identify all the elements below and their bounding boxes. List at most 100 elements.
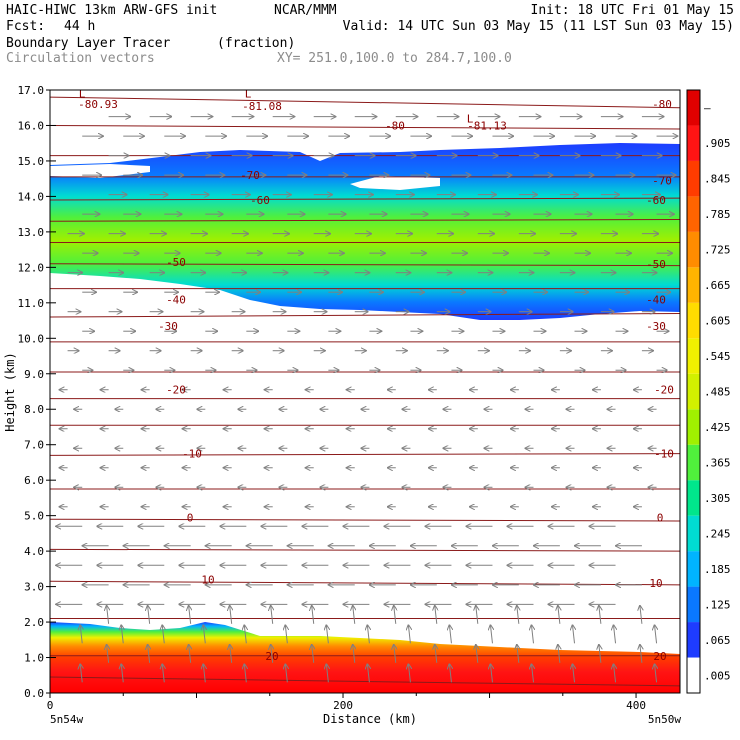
contour-label: -30 [158, 320, 178, 333]
y-tick-label: 7.0 [24, 439, 44, 452]
low-pressure-marker: L [245, 88, 252, 101]
circulation-vector [640, 645, 642, 663]
colorbar-frame [686, 89, 701, 694]
contour-labels: -80.93 -81.08 -81.13 -80 -80 -70 -70 -60 -60 -50 -… [78, 88, 674, 663]
circulation-vector [573, 625, 575, 644]
vectors-label: Circulation vectors [6, 51, 155, 66]
low-pressure-marker: L [467, 112, 474, 125]
circulation-vector [162, 664, 164, 683]
circulation-vector [394, 606, 396, 624]
circulation-vector [107, 606, 109, 624]
colorbar-swatch [687, 196, 700, 232]
circulation-vector [476, 606, 478, 624]
field-name: Boundary Layer Tracer [6, 36, 171, 51]
y-tick-label: 5.0 [24, 510, 44, 523]
plot-content: -80.93 -81.08 -81.13 -80 -80 -70 -70 -60 -60 -50 -… [50, 88, 680, 693]
contour-label: -70 [652, 174, 672, 187]
colorbar-swatch [687, 444, 700, 481]
circulation-vector [203, 664, 205, 683]
colorbar-swatch [687, 160, 700, 197]
circulation-vector [490, 664, 492, 683]
colorbar-label: .725 [704, 244, 731, 257]
isotherm-line [50, 218, 680, 222]
circulation-vector [285, 625, 287, 644]
circulation-vector [148, 645, 150, 663]
contour-label: -80 [385, 119, 405, 132]
circulation-vectors [56, 117, 677, 683]
contour-label: -10 [654, 448, 674, 461]
contour-label: 0 [187, 511, 194, 524]
colorbar-label: .005 [704, 669, 731, 682]
circulation-vector [244, 625, 246, 644]
circulation-vector [599, 606, 601, 624]
circulation-vector [614, 625, 616, 644]
contour-label: -80.93 [78, 98, 118, 111]
colorbar-swatch [687, 515, 700, 552]
circulation-vector [203, 625, 205, 644]
circulation-vector [531, 664, 533, 683]
colorbar-label: .305 [704, 492, 731, 505]
colorbar-label: .545 [704, 350, 731, 363]
contour-label: -70 [240, 169, 260, 182]
colorbar-swatch [687, 231, 700, 268]
circulation-vector [640, 606, 642, 624]
isotherm-line [50, 312, 680, 318]
valid-time: Valid: 14 UTC Sun 03 May 15 (11 LST Sun … [343, 19, 734, 34]
x-tick-label: 200 [333, 699, 353, 712]
contour-label: 10 [201, 573, 214, 586]
isotherm-line [50, 548, 680, 552]
circulation-vector [312, 606, 314, 624]
y-tick-label: 2.0 [24, 616, 44, 629]
y-tick-label: 11.0 [18, 297, 45, 310]
isotherm-line [50, 96, 680, 109]
colorbar-swatch [687, 480, 700, 516]
circulation-vector [367, 625, 369, 644]
circulation-vector [655, 625, 657, 644]
circulation-vector [517, 645, 519, 663]
circulation-vector [614, 664, 616, 683]
y-axis: 0.0 1.0 2.0 3.0 4.0 5.0 6.0 7.0 8.0 9.0 10.0 11.0 12… [18, 84, 56, 700]
colorbar-label: .185 [704, 563, 731, 576]
cross-section-coords: XY= 251.0,100.0 to 284.7,100.0 [277, 51, 512, 66]
isotherm-line [50, 453, 680, 456]
contour-label: -30 [646, 320, 666, 333]
colorbar-swatch [687, 90, 700, 126]
colorbar-label: .125 [704, 598, 731, 611]
colorbar-label: .365 [704, 456, 731, 469]
circulation-vector [285, 664, 287, 683]
contour-label: -20 [166, 384, 186, 397]
colorbar-swatch [687, 338, 700, 374]
contour-label: -40 [646, 293, 666, 306]
contour-label: -60 [646, 194, 666, 207]
colorbar-swatch [687, 125, 700, 161]
circulation-vector [162, 625, 164, 644]
y-tick-label: 12.0 [18, 261, 45, 274]
colorbar-label: .485 [704, 386, 731, 399]
isotherm-line [50, 518, 680, 522]
contour-label: -81.13 [467, 119, 507, 132]
contour-label: 0 [657, 511, 664, 524]
circulation-vector [121, 664, 123, 683]
isotherm-line [50, 263, 680, 267]
circulation-vector [367, 664, 369, 683]
circulation-vector [599, 645, 601, 663]
colorbar-label: .425 [704, 421, 731, 434]
x-start-location: 5n54w [50, 713, 83, 726]
colorbar-label: .605 [704, 315, 731, 328]
circulation-vector [476, 645, 478, 663]
circulation-vector [121, 625, 123, 644]
isotherm-line [50, 124, 680, 130]
org-label: NCAR/MMM [274, 3, 337, 18]
circulation-vector [271, 645, 273, 663]
init-time: Init: 18 UTC Fri 01 May 15 [531, 3, 735, 18]
colorbar: .005 .065 .125 .185 .245 .305 .365 .425 .485 .545… [686, 89, 731, 694]
contour-label: 10 [649, 577, 662, 590]
boundary-layer-tracer [50, 622, 680, 693]
circulation-vector [326, 664, 328, 683]
upper-tracer-layer [50, 143, 680, 320]
y-tick-label: 17.0 [18, 84, 45, 97]
contour-label: -10 [182, 448, 202, 461]
y-tick-label: 10.0 [18, 332, 45, 345]
circulation-vector [394, 645, 396, 663]
colorbar-label: .905 [704, 137, 731, 150]
